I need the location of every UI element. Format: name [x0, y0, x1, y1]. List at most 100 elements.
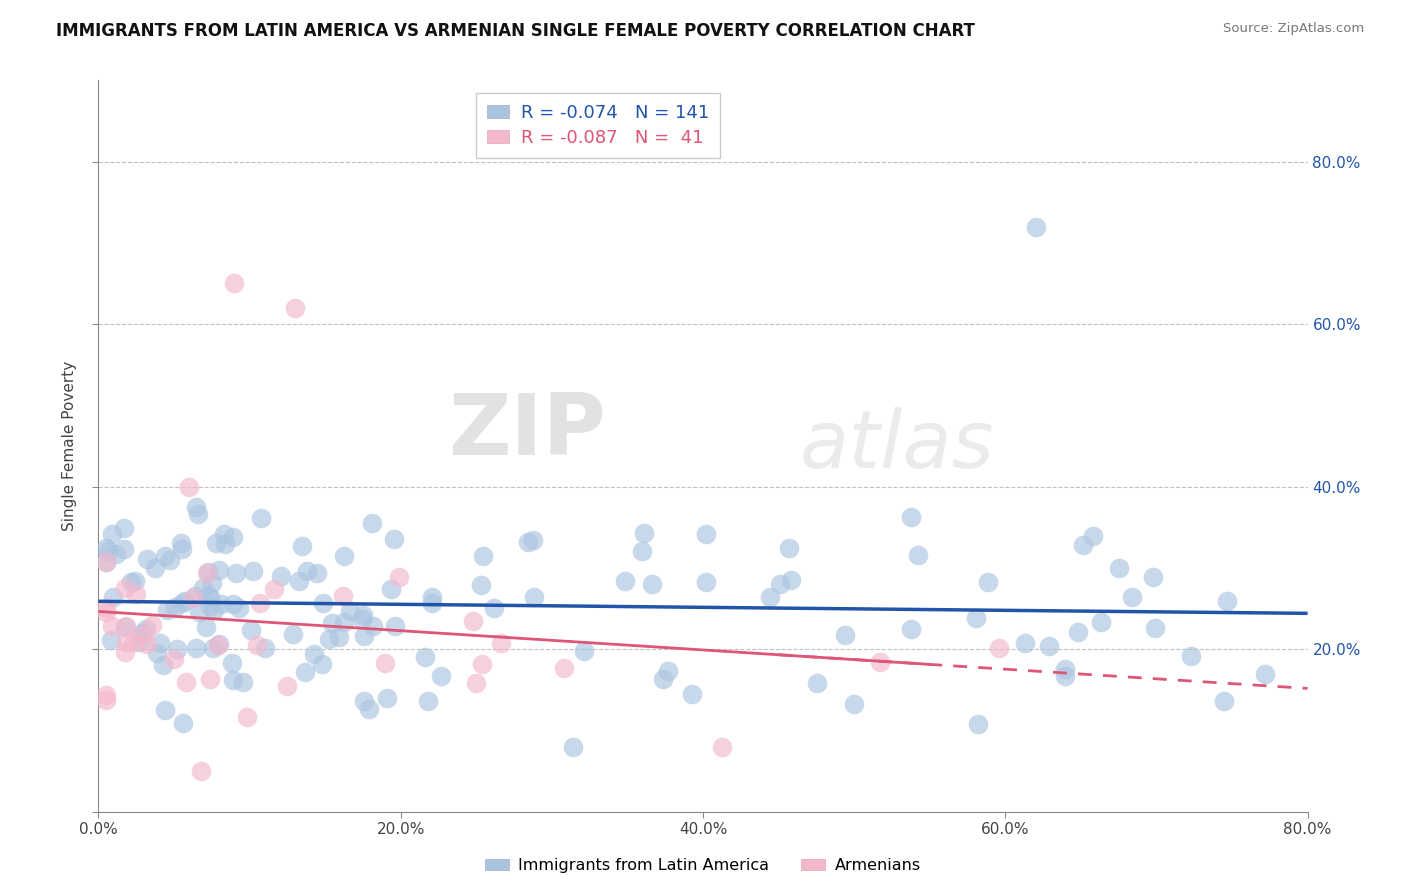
Point: [352, 607, 374, 622]
Point: [321, 616, 343, 631]
Point: [1071, 538, 1094, 552]
Point: [124, 574, 146, 588]
Point: [1024, 219, 1046, 234]
Point: [104, 548, 127, 562]
Point: [641, 577, 664, 591]
Point: [232, 675, 254, 690]
Point: [284, 301, 307, 315]
Point: [114, 645, 136, 659]
Point: [197, 566, 219, 580]
Point: [380, 582, 402, 597]
Point: [146, 646, 169, 660]
Point: [1253, 666, 1275, 681]
Point: [166, 642, 188, 657]
Point: [163, 599, 186, 614]
Point: [1121, 591, 1143, 605]
Point: [228, 601, 250, 615]
Point: [429, 669, 451, 683]
Point: [388, 570, 411, 584]
Point: [188, 605, 211, 619]
Point: [681, 687, 703, 701]
Point: [198, 599, 221, 614]
Point: [413, 650, 436, 665]
Point: [101, 590, 124, 604]
Text: IMMIGRANTS FROM LATIN AMERICA VS ARMENIAN SINGLE FEMALE POVERTY CORRELATION CHAR: IMMIGRANTS FROM LATIN AMERICA VS ARMENIA…: [56, 22, 976, 40]
Point: [250, 511, 273, 525]
Point: [1216, 593, 1239, 607]
Point: [155, 703, 177, 717]
Point: [263, 582, 285, 596]
Point: [311, 657, 333, 671]
Point: [553, 661, 575, 675]
Point: [710, 740, 733, 755]
Point: [187, 507, 209, 521]
Point: [360, 516, 382, 530]
Point: [907, 548, 929, 562]
Point: [1081, 529, 1104, 543]
Point: [114, 581, 136, 595]
Point: [208, 564, 231, 578]
Point: [141, 618, 163, 632]
Point: [471, 657, 494, 672]
Point: [357, 702, 380, 716]
Text: atlas: atlas: [800, 407, 994, 485]
Legend: R = -0.074   N = 141, R = -0.087   N =  41: R = -0.074 N = 141, R = -0.087 N = 41: [477, 93, 720, 158]
Point: [768, 577, 790, 591]
Point: [523, 590, 546, 604]
Point: [332, 589, 354, 603]
Point: [132, 628, 155, 642]
Point: [190, 764, 212, 778]
Point: [100, 632, 122, 647]
Point: [352, 612, 374, 626]
Point: [295, 564, 318, 578]
Point: [212, 526, 235, 541]
Point: [318, 632, 340, 646]
Point: [224, 277, 246, 291]
Point: [374, 656, 396, 670]
Point: [112, 541, 135, 556]
Point: [174, 593, 197, 607]
Point: [200, 591, 222, 605]
Point: [94, 688, 117, 702]
Point: [122, 635, 145, 649]
Point: [484, 600, 506, 615]
Legend: Immigrants from Latin America, Armenians: Immigrants from Latin America, Armenians: [478, 852, 928, 880]
Point: [420, 596, 443, 610]
Point: [197, 589, 219, 603]
Point: [114, 619, 136, 633]
Point: [1090, 615, 1112, 629]
Point: [695, 574, 717, 589]
Point: [900, 509, 922, 524]
Point: [94, 556, 117, 570]
Point: [156, 603, 179, 617]
Point: [778, 541, 800, 556]
Point: [201, 575, 224, 590]
Point: [695, 527, 717, 541]
Point: [184, 589, 207, 603]
Point: [205, 536, 228, 550]
Point: [988, 640, 1011, 655]
Point: [311, 596, 333, 610]
Point: [470, 578, 492, 592]
Point: [114, 620, 136, 634]
Point: [125, 586, 148, 600]
Point: [613, 574, 636, 588]
Point: [94, 605, 117, 619]
Point: [1054, 669, 1077, 683]
Point: [281, 626, 304, 640]
Point: [418, 694, 440, 708]
Point: [253, 641, 276, 656]
Point: [143, 561, 166, 575]
Point: [1142, 570, 1164, 584]
Point: [221, 656, 243, 670]
Point: [208, 637, 231, 651]
Point: [172, 716, 194, 731]
Point: [633, 525, 655, 540]
Point: [222, 597, 245, 611]
Point: [472, 549, 495, 563]
Point: [489, 636, 512, 650]
Point: [94, 601, 117, 615]
Point: [152, 657, 174, 672]
Point: [353, 629, 375, 643]
Point: [562, 739, 585, 754]
